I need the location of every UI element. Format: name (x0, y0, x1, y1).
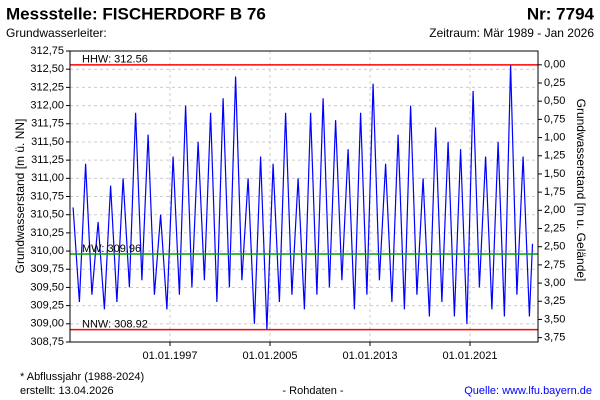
x-tick-label: 01.01.2021 (442, 350, 497, 362)
chart-title: Messstelle: FISCHERDORF B 76 (6, 4, 266, 23)
y-tick-label: 309,50 (30, 281, 64, 293)
y-tick-label: 312,25 (30, 81, 64, 93)
footnote: * Abflussjahr (1988-2024) (20, 371, 144, 383)
source: Quelle: www.lfu.bayern.de (464, 385, 592, 397)
y2-axis-label: Grundwasserstand [m u. Gelände] (574, 99, 588, 282)
y-tick-label: 311,75 (31, 118, 64, 130)
y2-tick-label: 3,00 (544, 277, 565, 289)
y2-tick-label: 0,00 (544, 59, 565, 71)
x-tick-label: 01.01.2005 (242, 350, 297, 362)
y2-tick-label: 2,25 (544, 222, 565, 234)
y2-tick-label: 2,75 (544, 259, 565, 271)
subtitle-left: Grundwasserleiter: (6, 26, 107, 40)
reference-label: HHW: 312.56 (82, 54, 148, 66)
y-tick-label: 312,50 (30, 63, 64, 75)
y2-tick-label: 3,75 (544, 332, 565, 344)
y-tick-label: 310,00 (30, 245, 64, 257)
y-tick-label: 308,75 (30, 336, 64, 348)
y-axis-label: Grundwasserstand [m ü. NN] (13, 119, 27, 274)
subtitle-right: Zeitraum: Mär 1989 - Jan 2026 (429, 26, 594, 40)
water-level-line (72, 64, 534, 330)
y-tick-label: 309,25 (30, 300, 64, 312)
y-tick-label: 311,00 (31, 172, 64, 184)
y2-tick-label: 1,75 (544, 186, 565, 198)
reference-label: NNW: 308.92 (82, 319, 148, 331)
reference-label: MW: 309.96 (82, 243, 141, 255)
y-tick-label: 309,75 (30, 263, 64, 275)
created-date: erstellt: 13.04.2026 (20, 385, 114, 397)
y2-tick-label: 1,00 (544, 131, 565, 143)
y2-tick-label: 0,25 (544, 77, 565, 89)
y2-tick-label: 3,50 (544, 313, 565, 325)
y-tick-label: 310,75 (30, 190, 64, 202)
y2-tick-label: 0,75 (544, 113, 565, 125)
x-tick-label: 01.01.1997 (142, 350, 197, 362)
y-tick-label: 311,50 (31, 136, 64, 148)
x-tick-label: 01.01.2013 (342, 350, 397, 362)
y-tick-label: 311,25 (31, 154, 64, 166)
y2-tick-label: 1,25 (544, 150, 565, 162)
plot-frame (69, 50, 539, 343)
y-tick-label: 312,00 (30, 99, 64, 111)
y-tick-label: 309,00 (30, 318, 64, 330)
station-number: Nr: 7794 (527, 4, 595, 23)
y2-tick-label: 0,50 (544, 95, 565, 107)
y-tick-label: 310,50 (30, 209, 64, 221)
y2-tick-label: 1,50 (544, 168, 565, 180)
y-tick-label: 312,75 (30, 45, 64, 57)
data-note: - Rohdaten - (282, 385, 343, 397)
y2-tick-label: 2,00 (544, 204, 565, 216)
y2-tick-label: 3,25 (544, 295, 565, 307)
y-tick-label: 310,25 (30, 227, 64, 239)
y2-tick-label: 2,50 (544, 241, 565, 253)
